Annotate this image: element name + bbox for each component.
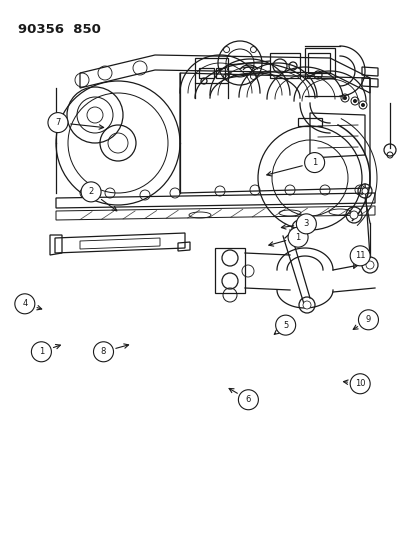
Circle shape [15, 294, 35, 314]
Circle shape [349, 246, 369, 266]
Circle shape [349, 211, 357, 219]
Text: 1: 1 [295, 233, 300, 241]
Text: 5: 5 [282, 321, 287, 329]
Text: 6: 6 [245, 395, 250, 404]
Circle shape [342, 96, 346, 100]
Circle shape [287, 227, 307, 247]
Text: 4: 4 [22, 300, 27, 308]
Circle shape [349, 374, 369, 394]
Text: 8: 8 [101, 348, 106, 356]
Circle shape [238, 390, 258, 410]
Circle shape [358, 310, 377, 330]
Circle shape [81, 182, 101, 202]
Text: 9: 9 [365, 316, 370, 324]
Circle shape [275, 315, 295, 335]
Text: 7: 7 [55, 118, 60, 127]
Circle shape [361, 188, 367, 194]
Circle shape [296, 214, 316, 234]
Text: 10: 10 [354, 379, 365, 388]
Circle shape [302, 301, 310, 309]
Circle shape [31, 342, 51, 362]
Text: 3: 3 [303, 220, 308, 228]
Text: 11: 11 [354, 252, 365, 260]
Text: 1: 1 [39, 348, 44, 356]
Circle shape [48, 112, 68, 133]
Circle shape [304, 152, 324, 173]
Circle shape [365, 261, 373, 269]
Text: 1: 1 [311, 158, 316, 167]
Circle shape [360, 103, 364, 107]
Text: 90356  850: 90356 850 [18, 23, 101, 36]
Circle shape [352, 99, 356, 103]
Circle shape [93, 342, 113, 362]
Text: 2: 2 [88, 188, 93, 196]
